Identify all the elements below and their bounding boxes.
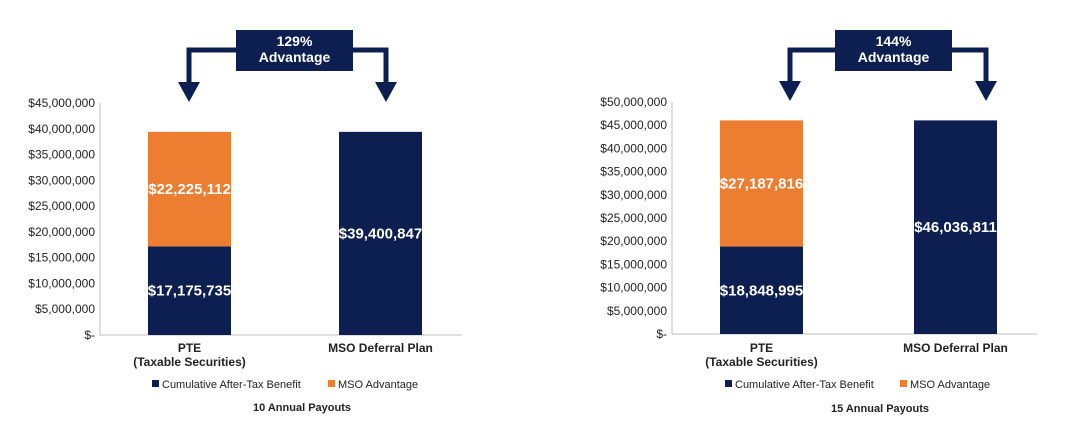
data-label: $39,400,847 <box>339 225 422 242</box>
y-tick-label: $40,000,000 <box>600 141 667 155</box>
bar-segment <box>148 246 231 335</box>
y-tick-label: $- <box>656 327 667 341</box>
y-tick-label: $10,000,000 <box>600 281 667 295</box>
data-label: $46,036,811 <box>914 219 997 236</box>
y-tick-label: $30,000,000 <box>28 173 95 187</box>
y-tick-label: $15,000,000 <box>28 251 95 265</box>
y-tick-label: $- <box>84 328 95 342</box>
legend-label: Cumulative After-Tax Benefit <box>162 379 301 391</box>
y-tick-label: $15,000,000 <box>600 257 667 271</box>
y-tick-label: $25,000,000 <box>28 199 95 213</box>
advantage-label: Advantage <box>858 49 930 65</box>
bar-segment <box>339 131 422 335</box>
x-category-label: MSO Deferral Plan <box>328 341 433 355</box>
y-tick-label: $35,000,000 <box>28 148 95 162</box>
advantage-banner <box>236 30 353 71</box>
legend-label: Cumulative After-Tax Benefit <box>735 379 874 391</box>
y-tick-label: $10,000,000 <box>28 276 95 290</box>
data-label: $27,187,816 <box>720 175 803 192</box>
legend-swatch <box>725 380 732 387</box>
chart-footnote: 10 Annual Payouts <box>253 402 351 414</box>
legend-label: MSO Advantage <box>910 379 990 391</box>
arrow-down-icon <box>178 82 200 102</box>
y-tick-label: $50,000,000 <box>600 95 667 109</box>
x-category-label: MSO Deferral Plan <box>903 341 1008 355</box>
bar-segment <box>720 246 803 334</box>
y-tick-label: $5,000,000 <box>607 304 667 318</box>
bar-segment <box>914 120 997 335</box>
x-category-label: PTE <box>178 341 201 355</box>
legend-swatch <box>900 380 907 387</box>
advantage-label: 144% <box>876 33 912 49</box>
data-label: $17,175,735 <box>148 283 231 300</box>
y-tick-label: $45,000,000 <box>600 118 667 132</box>
arrow-down-icon <box>779 81 801 101</box>
data-label: $22,225,112 <box>148 181 231 198</box>
y-tick-label: $40,000,000 <box>28 122 95 136</box>
advantage-label: Advantage <box>259 49 331 65</box>
bar-segment <box>148 131 231 247</box>
y-tick-label: $20,000,000 <box>600 234 667 248</box>
legend-label: MSO Advantage <box>338 379 418 391</box>
x-category-label: (Taxable Securities) <box>705 355 818 369</box>
y-tick-label: $30,000,000 <box>600 188 667 202</box>
chart-footnote: 15 Annual Payouts <box>831 403 929 415</box>
y-tick-label: $5,000,000 <box>35 302 95 316</box>
arrow-down-icon <box>375 82 397 102</box>
advantage-banner <box>835 30 952 71</box>
advantage-label: 129% <box>277 33 313 49</box>
bar-segment <box>720 120 803 247</box>
x-category-label: (Taxable Securities) <box>133 355 246 369</box>
data-label: $18,848,995 <box>720 282 803 299</box>
y-tick-label: $20,000,000 <box>28 225 95 239</box>
y-tick-label: $35,000,000 <box>600 165 667 179</box>
y-tick-label: $25,000,000 <box>600 211 667 225</box>
x-category-label: PTE <box>750 341 773 355</box>
arrow-down-icon <box>975 81 997 101</box>
legend-swatch <box>152 380 159 387</box>
legend-swatch <box>328 380 335 387</box>
y-tick-label: $45,000,000 <box>28 96 95 110</box>
